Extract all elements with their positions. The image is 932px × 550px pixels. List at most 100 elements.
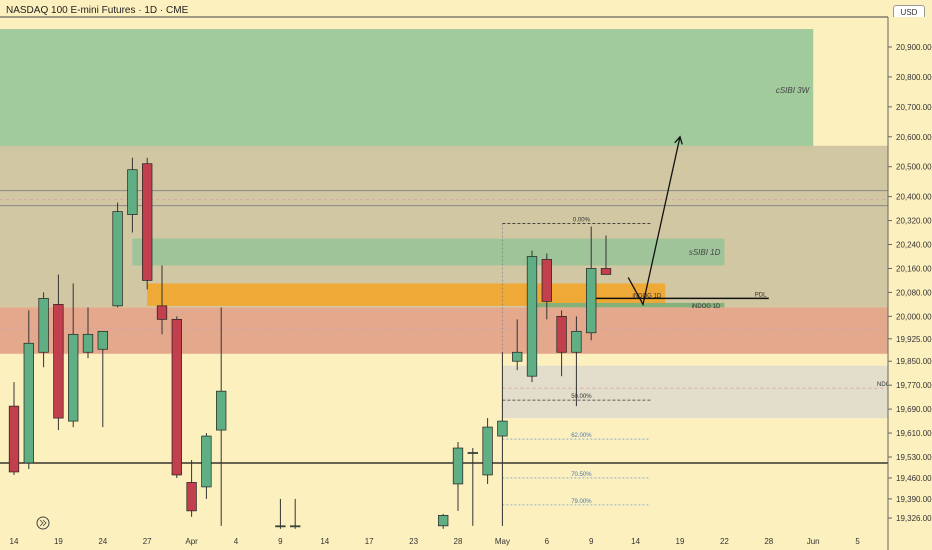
x-tick-label: 14	[10, 537, 19, 546]
zone-label: sSIBI 1D	[689, 248, 721, 257]
x-tick-label: 22	[720, 537, 729, 546]
price-axis[interactable]: 20,900.00 20,800.00 20,700.00 20,600.00 20,5…	[887, 17, 932, 550]
x-tick-label: 27	[143, 537, 152, 546]
candle	[112, 202, 123, 308]
candle	[82, 307, 94, 359]
candle	[600, 235, 612, 275]
y-tick-label: 20,160.00	[896, 264, 932, 273]
candles-layer[interactable]	[8, 157, 612, 529]
x-tick-label: 9	[589, 537, 594, 546]
candle-body	[452, 447, 464, 485]
y-tick-label: 19,850.00	[896, 357, 932, 366]
candle-body	[127, 169, 138, 215]
candle	[201, 433, 212, 499]
y-tick-label: 19,770.00	[896, 381, 932, 390]
fib-layer: 0.00% 50.00% 62.00% 70.50% 79.00%	[502, 218, 651, 526]
candle-body	[482, 426, 493, 476]
x-tick-label: May	[495, 537, 510, 546]
candle-body	[23, 342, 34, 464]
zone-6	[502, 365, 888, 419]
x-tick-label: 19	[54, 537, 63, 546]
candle-body	[68, 333, 79, 422]
candle	[438, 513, 449, 529]
candle-body	[467, 452, 478, 454]
y-tick-label: 20,700.00	[896, 103, 932, 112]
fib-label: 0.00%	[573, 218, 591, 224]
zone-label: iNDOG 1D	[692, 304, 721, 310]
zone-2	[132, 238, 725, 266]
candle-body	[600, 268, 612, 275]
goto-realtime-icon[interactable]	[36, 516, 50, 530]
y-tick-label: 20,900.00	[896, 43, 932, 52]
candle-body	[512, 351, 523, 362]
candle	[526, 250, 538, 383]
candle	[156, 265, 168, 335]
zones-layer: cSIBI 3W sSIBI 1D iNDOG 1D iNDOG 1D	[0, 29, 888, 419]
candle	[68, 283, 79, 428]
y-tick-label: 20,080.00	[896, 288, 932, 297]
x-tick-label: 19	[676, 537, 685, 546]
fib-label: 62.00%	[571, 433, 592, 439]
time-axis[interactable]: 14 19 24 27 Apr 4 9 14 17 23 28 May 6 9 14 19 22 28 Jun 5	[0, 535, 888, 546]
y-tick-label: 20,500.00	[896, 163, 932, 172]
zone-label: iNDOG 1D	[633, 294, 662, 300]
candle-body	[112, 211, 123, 307]
candle-body	[82, 333, 94, 353]
candle	[186, 459, 197, 517]
fib-label: 70.50%	[571, 472, 592, 478]
candle-body	[275, 525, 286, 528]
candle-body	[156, 305, 168, 320]
x-tick-label: 24	[98, 537, 107, 546]
candle-body	[556, 315, 567, 353]
zone-0	[0, 29, 814, 152]
candle	[512, 319, 523, 371]
candle	[556, 310, 567, 377]
x-tick-label: Jun	[807, 537, 820, 546]
x-tick-label: 6	[545, 537, 550, 546]
candle-body	[497, 420, 508, 437]
candle-body	[290, 525, 301, 528]
candle-body	[53, 304, 64, 419]
candle	[23, 310, 34, 469]
zone-3	[0, 307, 888, 354]
y-tick-label: 20,600.00	[896, 133, 932, 142]
candle	[171, 316, 182, 478]
candle	[97, 330, 108, 428]
x-tick-label: 9	[278, 537, 283, 546]
y-tick-label: 20,800.00	[896, 73, 932, 82]
zone-5	[532, 302, 725, 308]
candle	[127, 157, 138, 233]
projection-layer	[627, 135, 683, 307]
candle-body	[8, 405, 20, 473]
x-tick-label: 14	[631, 537, 640, 546]
x-tick-label: Apr	[185, 537, 198, 546]
x-tick-label: 5	[855, 537, 860, 546]
chart-title: NASDAQ 100 E-mini Futures · 1D · CME	[6, 5, 189, 16]
candle	[497, 352, 508, 526]
candle-body	[186, 482, 197, 512]
projection-arrowhead	[674, 135, 683, 145]
candle-body	[541, 259, 552, 302]
candle	[482, 418, 493, 484]
candle-body	[201, 435, 212, 488]
level-label: NDOG	[877, 382, 895, 388]
candle	[571, 316, 582, 407]
candle-body	[171, 318, 182, 476]
candle-body	[216, 390, 227, 431]
candle	[142, 157, 153, 290]
candle-body	[38, 298, 49, 353]
candle	[275, 498, 286, 529]
candle	[8, 382, 20, 475]
candle-body	[142, 163, 153, 281]
y-tick-label: 20,000.00	[896, 312, 932, 321]
zone-label: cSIBI 3W	[776, 86, 811, 95]
candle-body	[526, 256, 538, 377]
y-tick-label: 19,690.00	[896, 405, 932, 414]
candle	[53, 274, 64, 431]
fib-label: 79.00%	[571, 499, 592, 505]
y-tick-label: 19,326.00	[896, 514, 932, 523]
x-tick-label: 23	[409, 537, 418, 546]
candle-body	[586, 268, 597, 334]
y-tick-label: 19,610.00	[896, 429, 932, 438]
